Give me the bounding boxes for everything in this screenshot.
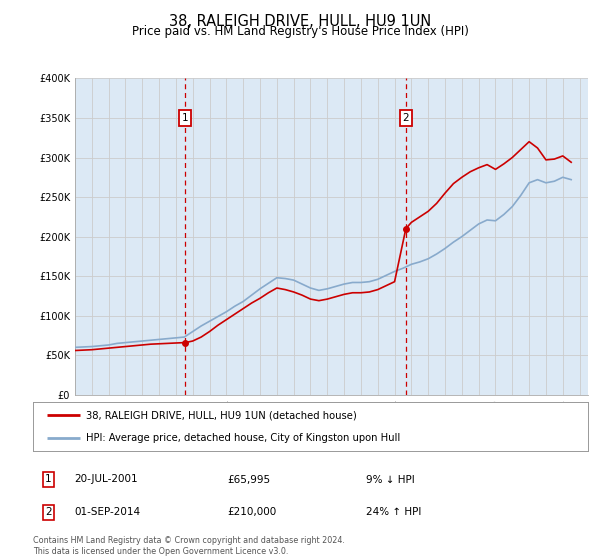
Text: HPI: Average price, detached house, City of Kingston upon Hull: HPI: Average price, detached house, City…	[86, 433, 400, 443]
Text: Price paid vs. HM Land Registry's House Price Index (HPI): Price paid vs. HM Land Registry's House …	[131, 25, 469, 38]
Text: 38, RALEIGH DRIVE, HULL, HU9 1UN (detached house): 38, RALEIGH DRIVE, HULL, HU9 1UN (detach…	[86, 410, 356, 421]
Text: 2: 2	[403, 113, 409, 123]
Text: 2: 2	[45, 507, 52, 517]
Text: 38, RALEIGH DRIVE, HULL, HU9 1UN: 38, RALEIGH DRIVE, HULL, HU9 1UN	[169, 14, 431, 29]
Text: £210,000: £210,000	[227, 507, 277, 517]
Text: 24% ↑ HPI: 24% ↑ HPI	[366, 507, 421, 517]
Text: 1: 1	[182, 113, 188, 123]
Text: 1: 1	[45, 474, 52, 484]
Text: £65,995: £65,995	[227, 474, 271, 484]
Text: 9% ↓ HPI: 9% ↓ HPI	[366, 474, 415, 484]
Text: 20-JUL-2001: 20-JUL-2001	[74, 474, 138, 484]
Text: Contains HM Land Registry data © Crown copyright and database right 2024.
This d: Contains HM Land Registry data © Crown c…	[33, 536, 345, 556]
Text: 01-SEP-2014: 01-SEP-2014	[74, 507, 141, 517]
